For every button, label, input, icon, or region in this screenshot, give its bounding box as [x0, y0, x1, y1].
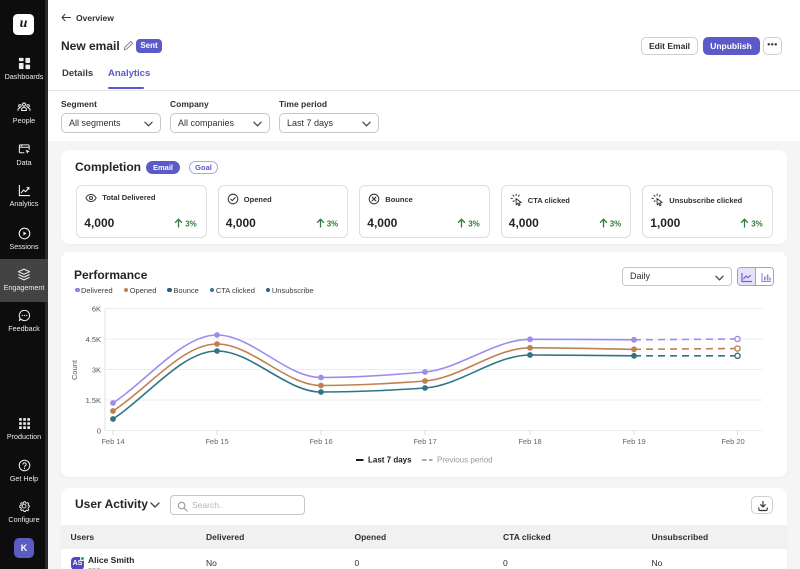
svg-text:0: 0: [97, 427, 101, 436]
svg-text:Feb 20: Feb 20: [721, 437, 744, 446]
svg-text:3K: 3K: [92, 366, 101, 375]
svg-text:Feb 19: Feb 19: [622, 437, 645, 446]
svg-text:Feb 18: Feb 18: [518, 437, 541, 446]
svg-text:Feb 15: Feb 15: [205, 437, 228, 446]
svg-text:1.5K: 1.5K: [86, 396, 101, 405]
svg-text:Feb 16: Feb 16: [309, 437, 332, 446]
svg-text:Previous period: Previous period: [437, 456, 493, 465]
svg-text:Feb 17: Feb 17: [413, 437, 436, 446]
svg-text:Feb 14: Feb 14: [101, 437, 124, 446]
svg-text:Count: Count: [70, 359, 79, 380]
svg-text:Last 7 days: Last 7 days: [368, 456, 412, 465]
svg-text:4.5K: 4.5K: [86, 335, 101, 344]
svg-text:6K: 6K: [92, 305, 101, 314]
